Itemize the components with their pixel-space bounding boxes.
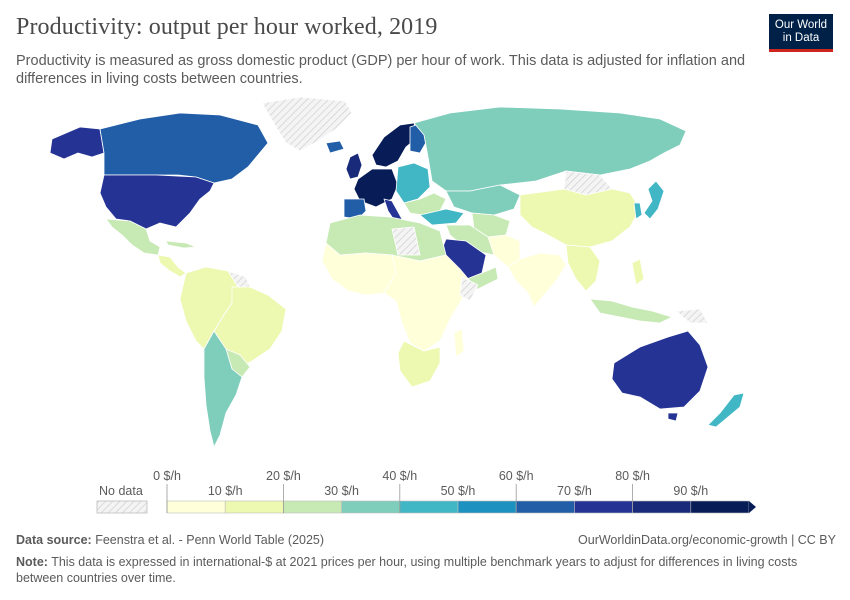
region-southeast-asia[interactable]: [565, 244, 601, 292]
source-text[interactable]: Feenstra et al. - Penn World Table (2025…: [95, 533, 325, 547]
region-libya[interactable]: [391, 226, 421, 256]
legend-upper-label: 20 $/h: [266, 469, 301, 483]
legend-lower-labels: 10 $/h 30 $/h 50 $/h 70 $/h 90 $/h: [208, 484, 708, 498]
country-new-zealand[interactable]: [707, 392, 745, 428]
owid-logo[interactable]: Our World in Data: [769, 14, 833, 52]
source-label: Data source:: [16, 533, 92, 547]
country-japan[interactable]: [643, 180, 665, 220]
country-india[interactable]: [507, 252, 567, 308]
footer-url[interactable]: OurWorldinData.org/economic-growth | CC …: [578, 533, 836, 547]
chart-footer: Data source: Feenstra et al. - Penn Worl…: [16, 532, 836, 586]
country-russia[interactable]: [413, 106, 687, 192]
legend-bin-1[interactable]: [224, 500, 284, 514]
country-usa[interactable]: [99, 174, 215, 230]
logo-line-2: in Data: [782, 32, 820, 44]
region-eastern-europe[interactable]: [395, 162, 431, 204]
country-china[interactable]: [519, 188, 641, 248]
country-australia[interactable]: [611, 330, 709, 410]
country-turkey[interactable]: [419, 208, 465, 226]
region-southern-cone[interactable]: [203, 330, 243, 448]
region-balkans-ukraine[interactable]: [403, 192, 447, 216]
country-philippines[interactable]: [631, 258, 645, 286]
country-greenland[interactable]: [261, 96, 353, 152]
footer-note: Note: This data is expressed in internat…: [16, 554, 836, 586]
legend-upper-labels: 0 $/h 20 $/h 40 $/h 60 $/h 80 $/h: [153, 469, 650, 513]
legend-no-data-label: No data: [99, 484, 143, 498]
legend-bin-5[interactable]: [457, 500, 517, 514]
country-south-korea[interactable]: [633, 202, 643, 220]
region-central-east-africa[interactable]: [383, 254, 471, 352]
country-png[interactable]: [675, 308, 709, 324]
region-central-america[interactable]: [157, 254, 187, 278]
color-legend: No data 0 $/h 20 $/h 40 $/h 60 $/h 80 $/h 10…: [96, 469, 756, 514]
legend-bin-8[interactable]: [632, 500, 692, 514]
legend-bin-0[interactable]: [166, 500, 226, 514]
legend-bins: [166, 500, 756, 514]
legend-bin-9[interactable]: [690, 500, 750, 514]
country-canada[interactable]: [99, 112, 269, 184]
legend-bin-3[interactable]: [341, 500, 401, 514]
legend-lower-label: 10 $/h: [208, 484, 243, 498]
country-kazakhstan[interactable]: [445, 184, 521, 216]
region-somalia[interactable]: [459, 276, 479, 302]
chart-subtitle: Productivity is measured as gross domest…: [16, 53, 746, 87]
legend-lower-label: 50 $/h: [441, 484, 476, 498]
region-caribbean[interactable]: [165, 240, 197, 249]
region-western-europe[interactable]: [353, 168, 399, 208]
legend-bin-2[interactable]: [283, 500, 342, 514]
logo-line-1: Our World: [774, 19, 828, 31]
legend-lower-label: 70 $/h: [557, 484, 592, 498]
country-uk[interactable]: [345, 152, 363, 180]
note-label: Note:: [16, 555, 48, 569]
legend-bin-4[interactable]: [399, 500, 459, 514]
note-text: This data is expressed in international-…: [16, 555, 798, 585]
region-maritime-se-asia[interactable]: [589, 298, 673, 324]
legend-upper-label: 40 $/h: [382, 469, 417, 483]
data-source: Data source: Feenstra et al. - Penn Worl…: [16, 532, 324, 548]
legend-upper-label: 80 $/h: [615, 469, 650, 483]
legend-upper-label: 60 $/h: [499, 469, 534, 483]
country-iceland[interactable]: [325, 140, 345, 154]
legend-lower-label: 30 $/h: [324, 484, 359, 498]
legend-bin-7[interactable]: [574, 500, 633, 514]
country-madagascar[interactable]: [453, 328, 465, 358]
country-australia-tasmania[interactable]: [667, 412, 679, 422]
chart-title: Productivity: output per hour worked, 20…: [16, 14, 438, 40]
region-southern-africa[interactable]: [397, 340, 441, 388]
source-row: Data source: Feenstra et al. - Penn Worl…: [16, 532, 836, 548]
legend-arrow: [749, 501, 756, 513]
legend-lower-label: 90 $/h: [673, 484, 708, 498]
country-usa-alaska[interactable]: [49, 126, 105, 160]
legend-no-data-swatch: [96, 500, 148, 514]
legend-bin-6[interactable]: [515, 500, 575, 514]
world-map: [49, 96, 745, 448]
legend-upper-label: 0 $/h: [153, 469, 181, 483]
